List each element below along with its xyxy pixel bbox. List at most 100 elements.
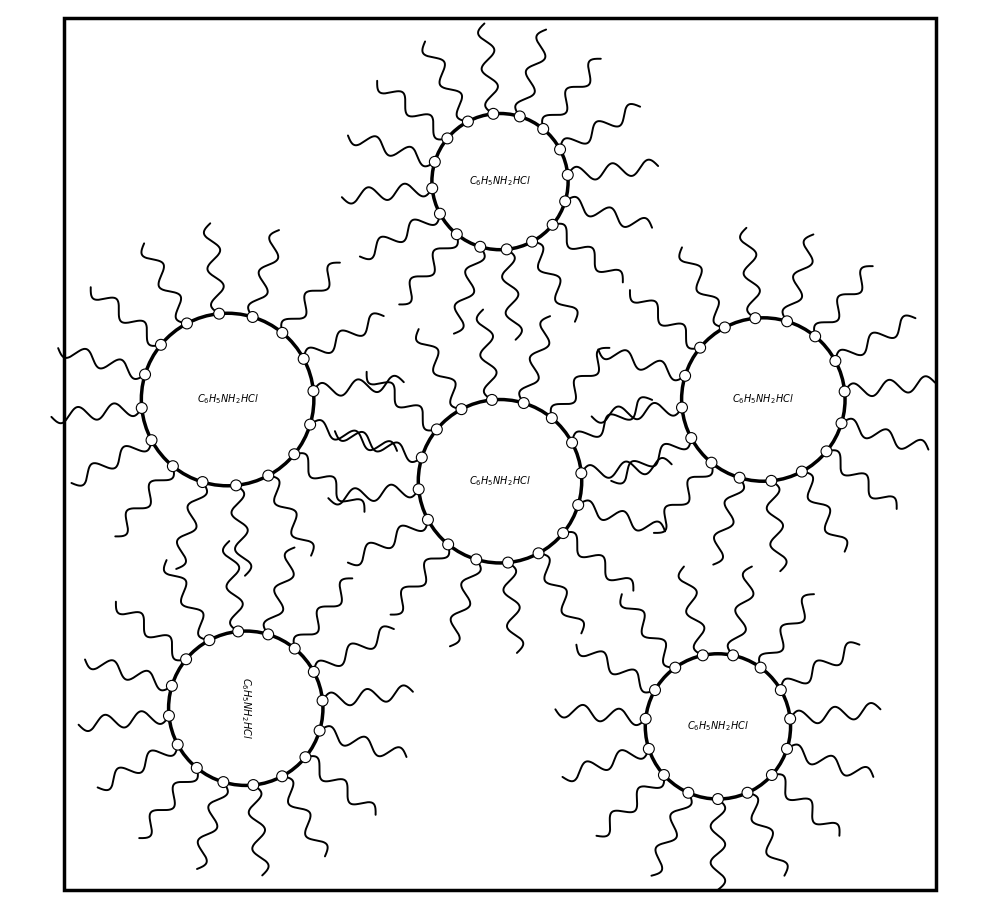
- Circle shape: [456, 404, 467, 415]
- Circle shape: [546, 412, 557, 423]
- Circle shape: [218, 776, 229, 787]
- Circle shape: [300, 752, 311, 763]
- Circle shape: [782, 744, 792, 755]
- Circle shape: [658, 770, 669, 781]
- Circle shape: [728, 650, 738, 661]
- Circle shape: [560, 196, 571, 207]
- Circle shape: [233, 626, 244, 637]
- Circle shape: [712, 794, 723, 804]
- Circle shape: [136, 402, 147, 413]
- Text: C$_6$H$_5$NH$_2$HCl: C$_6$H$_5$NH$_2$HCl: [732, 392, 794, 407]
- Circle shape: [766, 476, 777, 487]
- Circle shape: [317, 696, 328, 706]
- Circle shape: [518, 398, 529, 409]
- Circle shape: [451, 229, 462, 240]
- Circle shape: [766, 770, 777, 781]
- Circle shape: [475, 242, 486, 252]
- Circle shape: [697, 650, 708, 661]
- Circle shape: [432, 114, 568, 250]
- Circle shape: [431, 424, 442, 435]
- Circle shape: [308, 666, 319, 677]
- Text: C$_6$H$_5$NH$_2$HCl: C$_6$H$_5$NH$_2$HCl: [197, 392, 259, 407]
- Circle shape: [538, 123, 549, 134]
- Circle shape: [166, 680, 177, 691]
- Circle shape: [277, 328, 288, 339]
- Circle shape: [167, 460, 178, 471]
- Circle shape: [836, 418, 847, 429]
- Circle shape: [503, 558, 513, 568]
- Circle shape: [682, 318, 845, 481]
- Circle shape: [146, 435, 157, 446]
- Circle shape: [567, 438, 578, 449]
- Circle shape: [416, 452, 427, 463]
- Circle shape: [169, 631, 323, 785]
- Circle shape: [533, 548, 544, 558]
- Circle shape: [289, 449, 300, 459]
- Circle shape: [643, 744, 654, 755]
- Circle shape: [181, 318, 192, 329]
- Circle shape: [683, 787, 694, 798]
- Circle shape: [443, 539, 454, 550]
- Circle shape: [645, 654, 791, 799]
- Circle shape: [785, 714, 796, 725]
- Circle shape: [140, 369, 151, 380]
- Circle shape: [263, 470, 274, 481]
- Circle shape: [677, 402, 687, 413]
- Circle shape: [427, 183, 438, 193]
- Circle shape: [442, 133, 453, 143]
- Circle shape: [680, 370, 691, 381]
- Circle shape: [471, 554, 482, 565]
- Circle shape: [695, 342, 706, 353]
- Circle shape: [434, 208, 445, 219]
- Circle shape: [181, 654, 192, 665]
- Circle shape: [231, 480, 242, 491]
- Circle shape: [670, 662, 681, 673]
- Circle shape: [308, 386, 319, 397]
- Circle shape: [810, 331, 821, 341]
- Circle shape: [277, 771, 288, 782]
- Circle shape: [706, 458, 717, 469]
- Circle shape: [488, 108, 499, 119]
- Text: C$_6$H$_5$NH$_2$HCl: C$_6$H$_5$NH$_2$HCl: [469, 474, 531, 489]
- Circle shape: [555, 144, 566, 155]
- Text: C$_6$H$_5$NH$_2$HCl: C$_6$H$_5$NH$_2$HCl: [469, 174, 531, 189]
- Circle shape: [214, 308, 225, 319]
- Circle shape: [155, 340, 166, 350]
- Circle shape: [305, 419, 316, 430]
- Circle shape: [191, 763, 202, 774]
- Circle shape: [197, 477, 208, 488]
- Circle shape: [501, 244, 512, 255]
- Circle shape: [164, 710, 174, 721]
- Circle shape: [263, 629, 274, 640]
- Circle shape: [576, 468, 587, 479]
- Circle shape: [719, 322, 730, 333]
- Circle shape: [289, 643, 300, 654]
- Circle shape: [755, 662, 766, 673]
- Circle shape: [742, 787, 753, 798]
- Circle shape: [558, 528, 569, 538]
- Circle shape: [562, 170, 573, 181]
- Circle shape: [640, 714, 651, 725]
- Text: C$_6$H$_5$NH$_2$HCl: C$_6$H$_5$NH$_2$HCl: [239, 677, 253, 739]
- Circle shape: [141, 313, 314, 486]
- Circle shape: [462, 116, 473, 127]
- Circle shape: [686, 432, 697, 443]
- Circle shape: [775, 685, 786, 696]
- Circle shape: [650, 685, 660, 696]
- Circle shape: [429, 156, 440, 167]
- Circle shape: [204, 635, 215, 646]
- Circle shape: [247, 311, 258, 322]
- Circle shape: [487, 394, 497, 405]
- Circle shape: [750, 312, 761, 323]
- Circle shape: [821, 446, 832, 457]
- Circle shape: [248, 780, 259, 791]
- Circle shape: [573, 499, 584, 510]
- Circle shape: [782, 316, 792, 327]
- Circle shape: [413, 484, 424, 495]
- Circle shape: [734, 472, 745, 483]
- Circle shape: [418, 400, 582, 563]
- Circle shape: [298, 353, 309, 364]
- Circle shape: [314, 725, 325, 736]
- Circle shape: [172, 739, 183, 750]
- Circle shape: [422, 514, 433, 525]
